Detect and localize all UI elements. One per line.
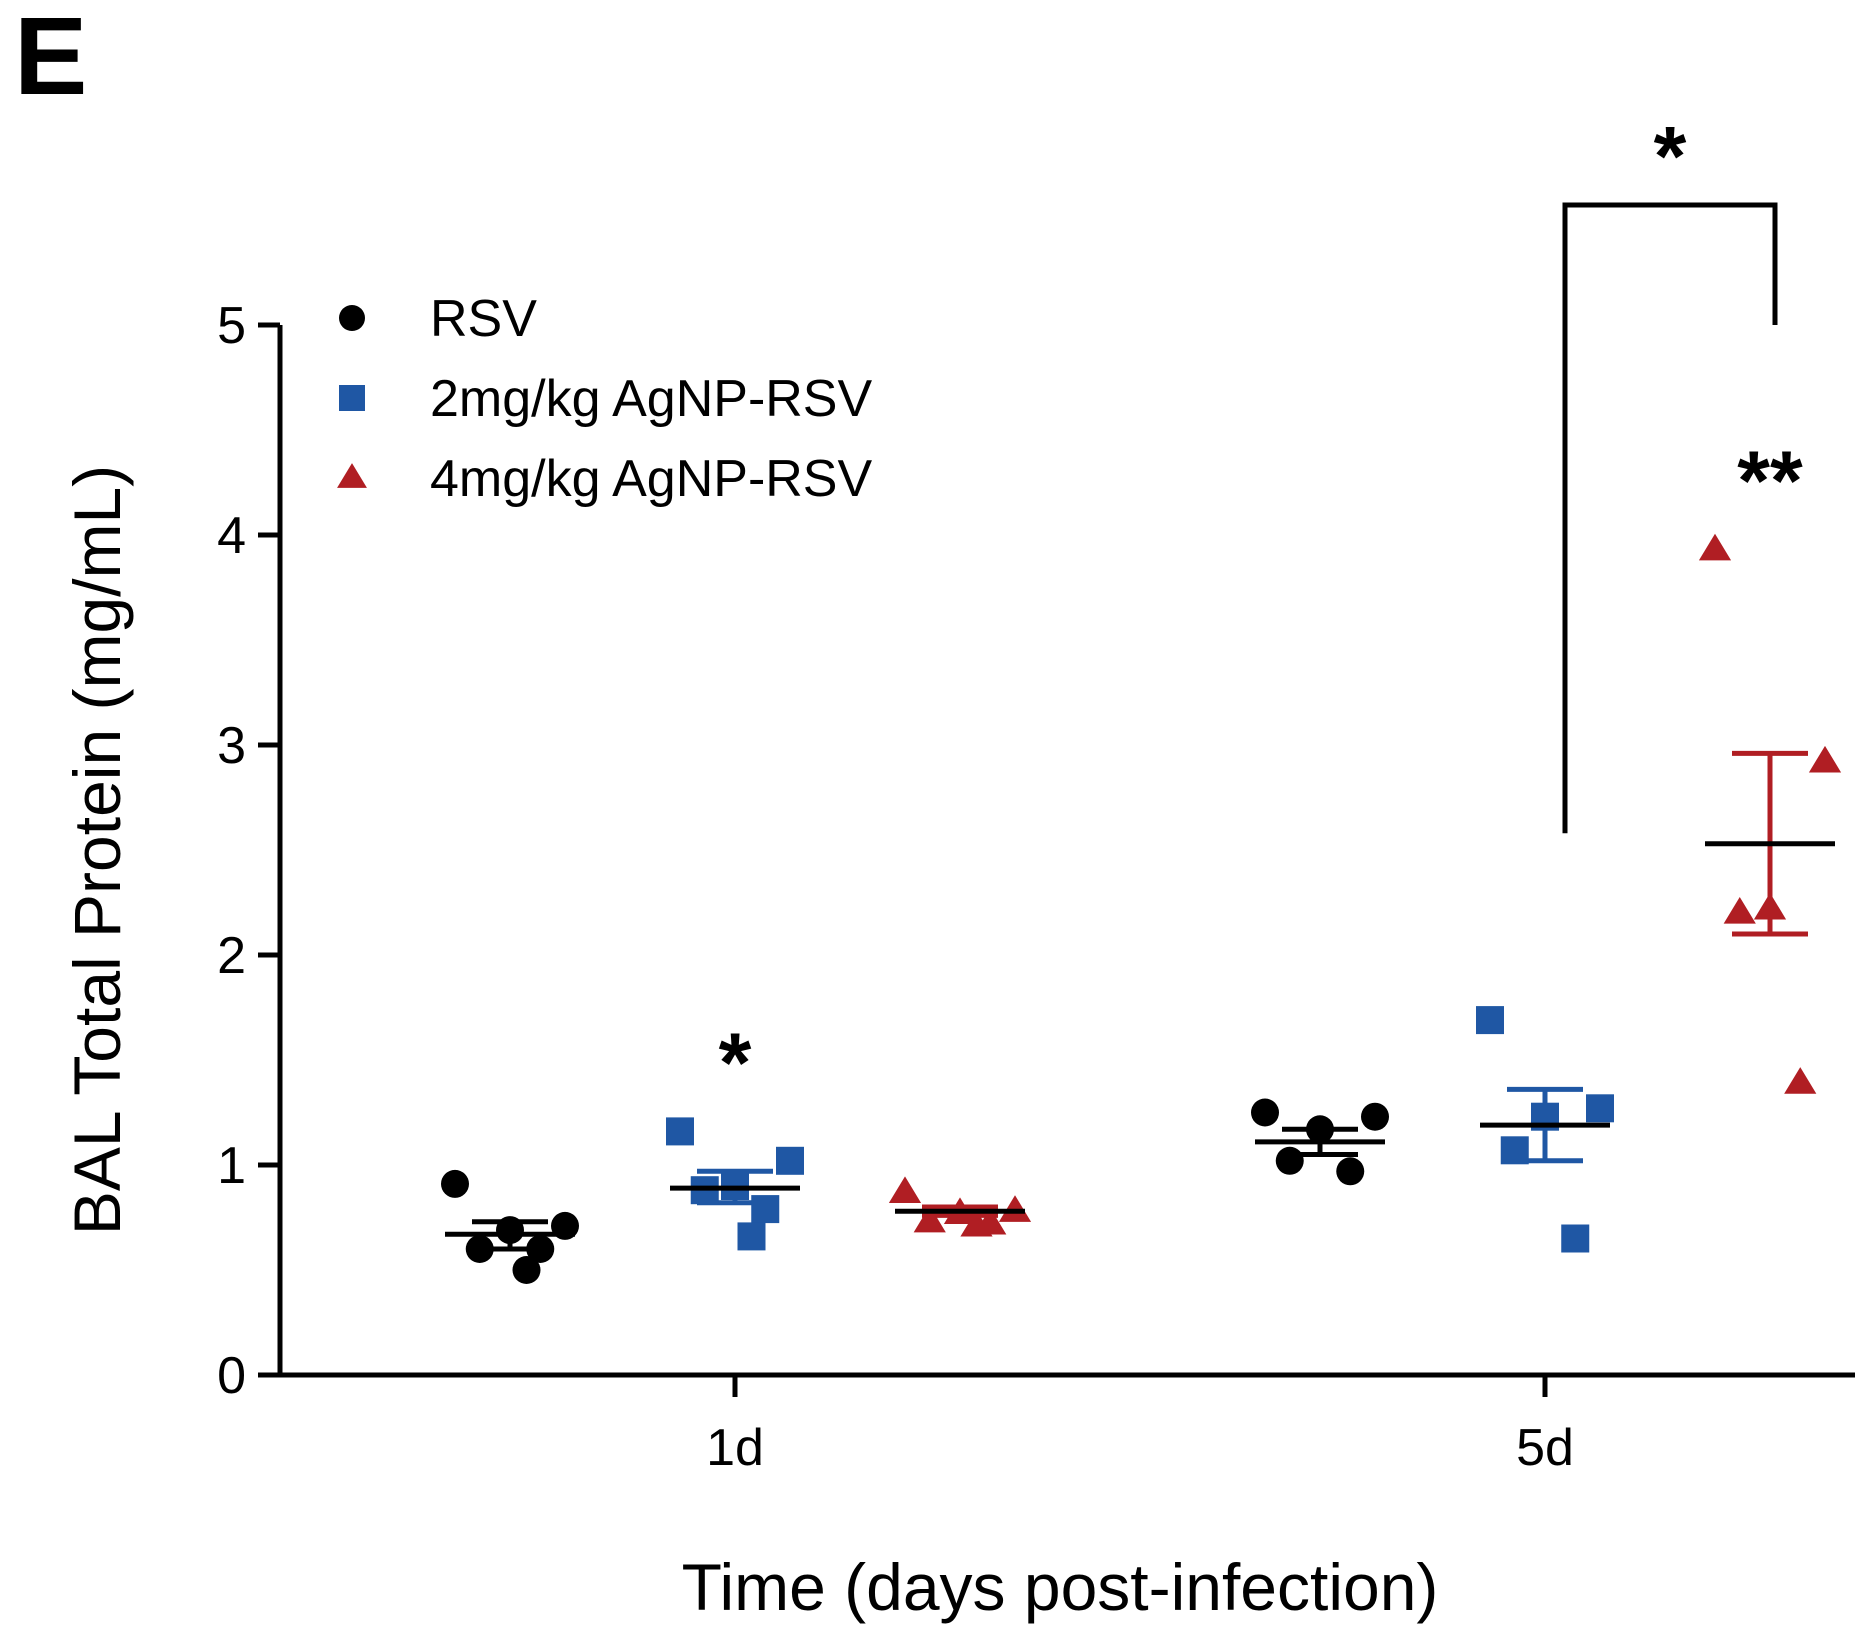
data-point xyxy=(465,1235,494,1263)
data-point xyxy=(1476,1006,1504,1035)
data-point xyxy=(888,1176,922,1203)
data-point xyxy=(1500,1136,1529,1165)
data-point xyxy=(913,1205,946,1233)
y-axis-label: BAL Total Protein (mg/mL) xyxy=(60,465,134,1235)
legend-marker xyxy=(337,463,367,488)
data-point xyxy=(1723,897,1756,924)
comparison-bracket xyxy=(1562,202,1778,834)
data-point xyxy=(1698,533,1732,561)
data-point xyxy=(1306,1115,1334,1144)
y-ticks: 0 1 2 3 4 5 xyxy=(217,297,280,1405)
data-point xyxy=(1361,1102,1389,1131)
x-ticks: 1d 5d xyxy=(706,1375,1574,1477)
axes xyxy=(277,325,1855,1378)
y-tick-label: 2 xyxy=(217,927,246,985)
data-point xyxy=(1561,1224,1590,1253)
data-point xyxy=(960,1209,993,1237)
significance-marker: * xyxy=(719,1015,752,1109)
legend-entry: 2mg/kg AgNP-RSV xyxy=(430,370,872,428)
data-point xyxy=(512,1256,541,1284)
x-tick-label: 5d xyxy=(1516,1419,1574,1477)
data-point xyxy=(1251,1098,1279,1127)
y-tick-label: 3 xyxy=(217,717,246,775)
data-point xyxy=(1753,892,1787,920)
legend-marker xyxy=(339,385,365,411)
y-tick-label: 4 xyxy=(217,507,246,565)
data-point xyxy=(441,1169,469,1198)
legend-marker xyxy=(339,305,365,331)
x-tick-label: 1d xyxy=(706,1419,764,1477)
data-point xyxy=(737,1222,766,1251)
annotations: **** xyxy=(719,109,1803,1109)
plot-area xyxy=(441,533,1842,1284)
legend-entry: RSV xyxy=(430,290,537,348)
x-axis-label: Time (days post-infection) xyxy=(682,1550,1439,1624)
data-point xyxy=(526,1235,555,1263)
data-point xyxy=(1336,1157,1365,1186)
y-tick-label: 1 xyxy=(217,1137,246,1195)
data-point xyxy=(1275,1146,1304,1175)
y-tick-label: 0 xyxy=(217,1347,246,1405)
legend: RSV 2mg/kg AgNP-RSV 4mg/kg AgNP-RSV xyxy=(337,290,872,508)
legend-entry: 4mg/kg AgNP-RSV xyxy=(430,450,872,508)
data-point xyxy=(751,1195,780,1224)
data-point xyxy=(1784,1067,1817,1094)
data-point xyxy=(998,1195,1032,1222)
data-point xyxy=(496,1216,524,1245)
data-point xyxy=(1586,1094,1614,1123)
y-tick-label: 5 xyxy=(217,297,246,355)
data-point xyxy=(776,1146,804,1175)
significance-marker: ** xyxy=(1737,434,1803,528)
bracket-significance-marker: * xyxy=(1654,109,1687,203)
data-point xyxy=(1808,745,1842,773)
data-point xyxy=(666,1117,694,1146)
panel-label: E xyxy=(14,0,87,118)
